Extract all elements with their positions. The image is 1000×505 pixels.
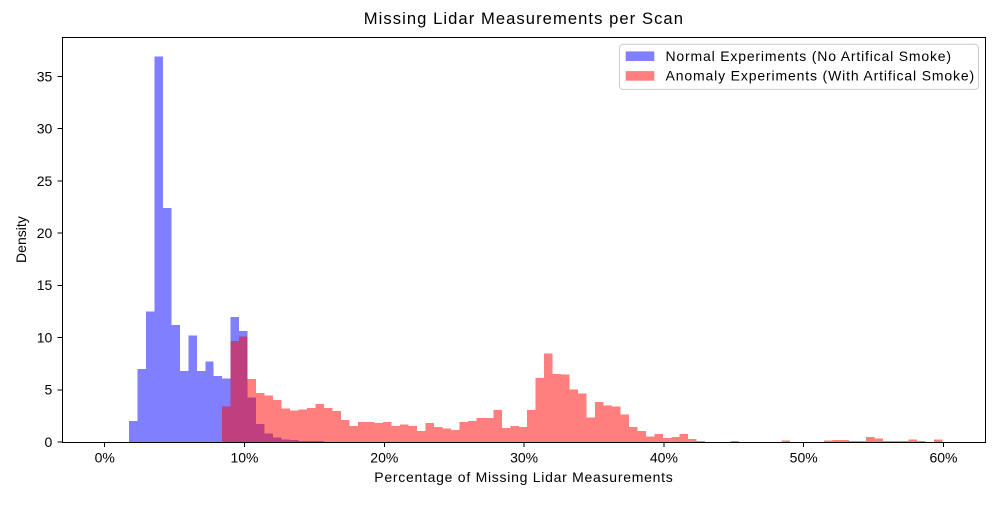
svg-text:Percentage of Missing Lidar Me: Percentage of Missing Lidar Measurements <box>374 469 673 485</box>
svg-text:Density: Density <box>13 216 29 263</box>
svg-text:30: 30 <box>37 121 53 137</box>
svg-text:15: 15 <box>37 277 53 293</box>
svg-text:30%: 30% <box>510 449 538 465</box>
svg-text:0%: 0% <box>95 449 115 465</box>
svg-text:60%: 60% <box>929 449 957 465</box>
svg-text:40%: 40% <box>650 449 678 465</box>
svg-text:Normal Experiments (No Artific: Normal Experiments (No Artifical Smoke) <box>666 48 952 64</box>
svg-text:10: 10 <box>37 329 53 345</box>
svg-text:Anomaly Experiments (With Arti: Anomaly Experiments (With Artifical Smok… <box>666 68 976 84</box>
svg-text:20: 20 <box>37 225 53 241</box>
svg-text:10%: 10% <box>230 449 258 465</box>
svg-text:20%: 20% <box>370 449 398 465</box>
svg-text:25: 25 <box>37 173 53 189</box>
svg-text:5: 5 <box>45 382 53 398</box>
svg-text:Missing Lidar Measurements per: Missing Lidar Measurements per Scan <box>364 9 684 28</box>
svg-text:35: 35 <box>37 68 53 84</box>
svg-text:50%: 50% <box>790 449 818 465</box>
svg-text:0: 0 <box>45 434 53 450</box>
